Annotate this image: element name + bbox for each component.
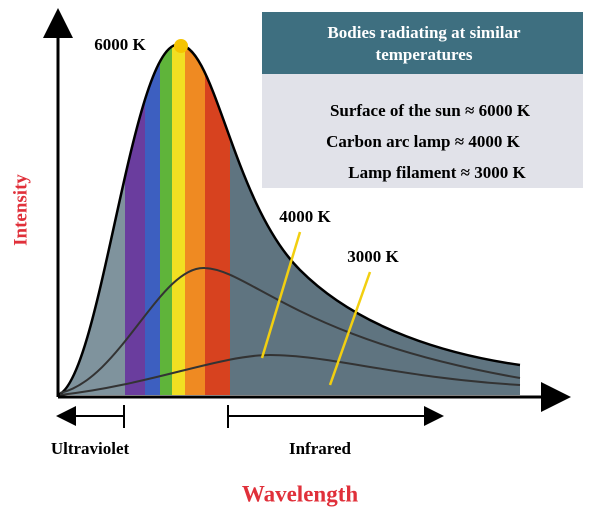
region-label: Infrared [289,439,352,458]
x-axis-label: Wavelength [242,481,358,506]
legend-title: Bodies radiating at similar temperatures [327,23,521,64]
region-label: Ultraviolet [51,439,130,458]
peak-dot [174,39,188,53]
legend-item: Carbon arc lamp ≈ 4000 K [326,132,520,151]
legend-item: Surface of the sun ≈ 6000 K [330,101,531,120]
curve-6000 [57,43,521,397]
legend-item: Lamp filament ≈ 3000 K [348,163,526,182]
legend-header [262,12,583,74]
y-axis-label: Intensity [10,174,31,246]
pointer [260,231,302,359]
curve-label: 3000 K [347,247,399,266]
curve-4000 [59,266,521,394]
curve-label: 4000 K [279,207,331,226]
pointer [328,271,372,386]
curve-label: 6000 K [94,35,146,54]
curve-3000 [59,353,521,396]
